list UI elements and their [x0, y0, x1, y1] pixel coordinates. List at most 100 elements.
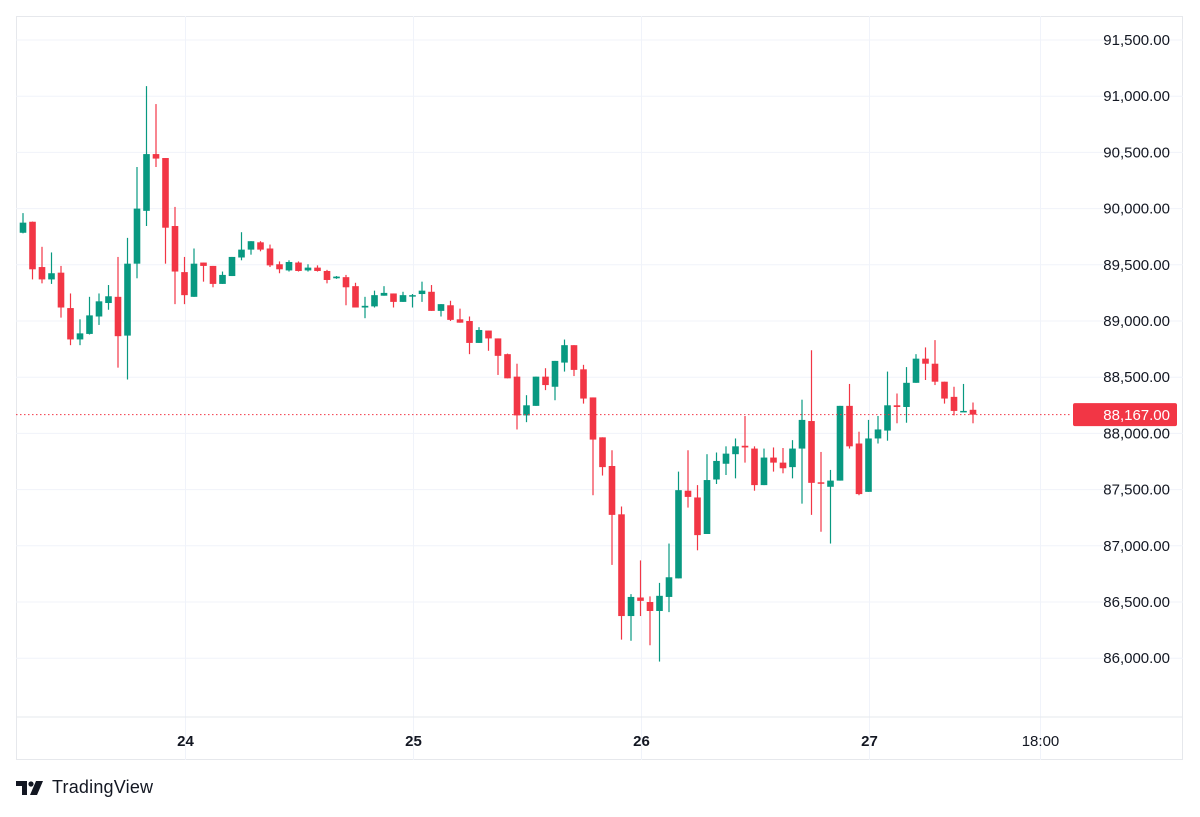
candle-body [855, 443, 863, 495]
candle-body [808, 421, 815, 483]
candle-body [143, 154, 150, 211]
candle-up [665, 543, 673, 613]
candle-body [494, 338, 502, 356]
candle-up [713, 452, 720, 484]
candle-body [722, 453, 730, 464]
candle-body [504, 354, 511, 379]
candle-up [437, 304, 445, 317]
candle-body [893, 405, 901, 407]
candle-down [504, 353, 511, 379]
last-price-label: 88,167.00 [1103, 407, 1170, 424]
candle-down [152, 104, 160, 168]
candle-up [418, 281, 426, 302]
candle-body [836, 405, 844, 481]
candle-down [485, 330, 492, 351]
candle-body [371, 295, 378, 307]
candle-body [105, 296, 112, 304]
candle-down [580, 364, 587, 404]
price-tick-label: 87,000.00 [1103, 538, 1170, 555]
candle-up [912, 354, 920, 383]
candle-body [884, 405, 891, 431]
candle-body [760, 457, 768, 486]
candle-body [922, 358, 929, 364]
time-tick-label: 26 [633, 733, 650, 750]
candle-body [694, 497, 701, 536]
candle-body [903, 382, 910, 407]
candle-body [599, 437, 606, 468]
candle-body [732, 446, 739, 455]
candle-up [285, 260, 293, 272]
candle-up [409, 294, 416, 308]
candle-body [409, 295, 416, 297]
candle-up [19, 213, 27, 234]
candle-body [190, 263, 198, 297]
candle-down [646, 596, 654, 646]
candle-down [684, 450, 692, 508]
candle-down [608, 450, 616, 565]
candle-up [228, 256, 236, 277]
candle-body [333, 276, 340, 279]
candle-up [874, 415, 882, 444]
candle-up [561, 339, 568, 372]
candle-down [542, 368, 549, 391]
candle-body [741, 445, 749, 448]
candle-down [390, 293, 397, 308]
candle-up [371, 290, 378, 308]
candle-up [532, 376, 540, 406]
candle-up [238, 232, 245, 261]
candle-body [380, 292, 388, 296]
time-axis[interactable]: 24 25 26 27 18:00 [177, 733, 1059, 750]
price-axis[interactable]: 91,500.00 91,000.00 90,500.00 90,000.00 89,5… [1103, 32, 1170, 667]
candle-up [627, 594, 635, 641]
candle-body [532, 376, 540, 406]
price-tick-label: 86,000.00 [1103, 650, 1170, 667]
candle-down [694, 485, 701, 551]
candle-up [523, 395, 530, 423]
candle-body [751, 448, 758, 486]
candle-body [124, 263, 131, 336]
candle-body [76, 333, 84, 340]
candle-body [931, 363, 939, 382]
candle-body [285, 261, 293, 271]
candle-down [181, 256, 188, 305]
candle-body [950, 396, 958, 411]
candle-body [608, 465, 616, 515]
candle-body [561, 345, 568, 363]
candle-down [941, 381, 948, 404]
tradingview-logo[interactable]: TradingView [16, 777, 153, 798]
candle-down [893, 393, 901, 424]
candle-body [114, 296, 122, 337]
candle-up [76, 319, 84, 346]
candle-up [247, 241, 255, 255]
candle-body [447, 305, 454, 320]
time-tick-label: 18:00 [1022, 733, 1060, 750]
candle-up [865, 419, 872, 492]
candle-body [418, 290, 426, 295]
candle-body [219, 274, 226, 284]
candle-up [86, 296, 93, 335]
price-tick-label: 87,500.00 [1103, 482, 1170, 499]
logo-text: TradingView [52, 777, 154, 797]
last-price-badge: 88,167.00 [1073, 403, 1177, 427]
candle-down [494, 338, 502, 375]
candle-body [323, 270, 331, 280]
candle-body [428, 291, 435, 311]
candle-down [209, 265, 217, 288]
candle-down [950, 386, 958, 416]
candle-body [969, 409, 977, 415]
candle-down [67, 293, 74, 346]
candles [19, 86, 977, 662]
candle-body [361, 305, 369, 308]
candle-down [114, 256, 122, 368]
candle-up [903, 367, 910, 423]
candle-down [200, 262, 207, 282]
candle-up [675, 471, 682, 579]
candle-body [475, 329, 483, 343]
candle-body [152, 154, 160, 159]
candle-body [266, 248, 274, 266]
candle-body [276, 264, 283, 270]
candle-down [741, 415, 749, 463]
candle-down [931, 340, 939, 386]
candle-up [361, 296, 369, 319]
